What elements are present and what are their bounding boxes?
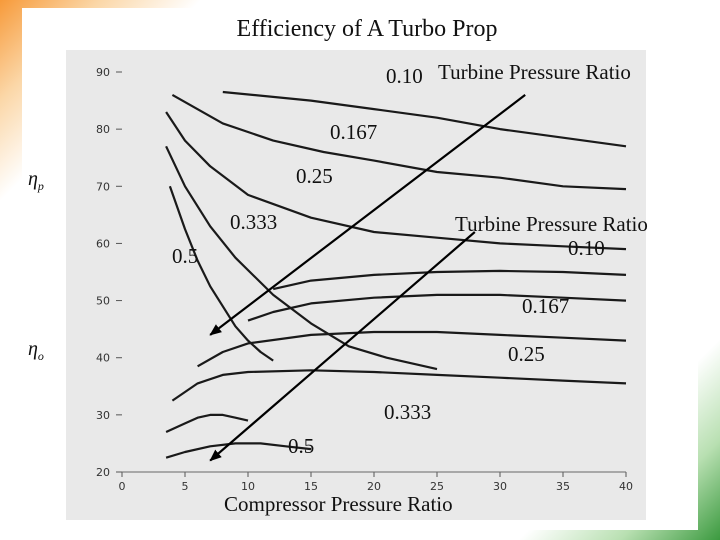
x-tick-label-6: 30 [493,480,507,493]
overall-efficiency-curve-0 [272,269,627,291]
eta-o-letter: η [28,338,38,360]
turbine-label-top: Turbine Pressure Ratio [438,60,631,84]
propulsive-efficiency-curve-0 [222,90,627,148]
direction-arrow-0 [209,93,526,336]
propulsive-efficiency-curve-2 [165,111,627,251]
eta-p-subscript: p [37,179,44,193]
direction-arrow-1 [209,231,476,462]
x-tick-label-2: 10 [241,480,255,493]
overall-efficiency-curve-2 [197,330,627,368]
y-tick-label-0: 20 [96,466,110,479]
top-ratio-label-4: 0.5 [172,244,199,268]
overall-efficiency-curve-1 [247,293,627,322]
y-tick-label-5: 70 [96,180,110,193]
eta-p-symbol: ηp [28,168,44,194]
bottom-ratio-label-4: 0.5 [288,434,315,458]
y-tick-label-7: 90 [96,66,110,79]
y-tick-label-1: 30 [96,409,110,422]
y-tick-label-6: 80 [96,123,110,136]
bottom-ratio-label-3: 0.333 [384,400,432,424]
page-title: Efficiency of A Turbo Prop [236,16,498,42]
eta-o-subscript: o [37,349,44,363]
propulsive-efficiency-curve-4 [168,185,274,362]
top-ratio-label-1: 0.167 [330,120,378,144]
x-axis-label: Compressor Pressure Ratio [224,492,453,516]
top-ratio-label-2: 0.25 [296,164,333,188]
y-tick-label-3: 50 [96,295,110,308]
overall-efficiency-curve-4 [165,413,249,434]
top-ratio-label-3: 0.333 [230,210,278,234]
x-tick-label-8: 40 [619,480,633,493]
chart-curves [165,90,627,459]
propulsive-efficiency-curve-1 [171,93,627,191]
x-tick-label-0: 0 [119,480,126,493]
chart-arrows [209,93,526,462]
x-tick-label-1: 5 [182,480,189,493]
eta-p-letter: η [28,168,38,190]
bottom-ratio-label-1: 0.167 [522,294,570,318]
x-tick-label-5: 25 [430,480,444,493]
top-ratio-label-0: 0.10 [386,64,423,88]
x-tick-label-7: 35 [556,480,570,493]
y-tick-label-4: 60 [96,237,110,250]
overall-efficiency-curve-3 [171,369,627,402]
propulsive-efficiency-curve-3 [165,145,438,371]
bottom-ratio-label-0: 0.10 [568,236,605,260]
overall-efficiency-curve-5 [165,442,312,459]
x-tick-label-3: 15 [304,480,318,493]
eta-o-symbol: ηo [28,338,44,364]
chart-axes: 20 30 40 50 60 70 80 90 0 5 10 15 20 25 30 35 40 [96,66,633,493]
y-tick-label-2: 40 [96,352,110,365]
x-tick-label-4: 20 [367,480,381,493]
scanned-graph-background [66,50,646,520]
turbine-label-right: Turbine Pressure Ratio [455,212,648,236]
bottom-ratio-label-2: 0.25 [508,342,545,366]
